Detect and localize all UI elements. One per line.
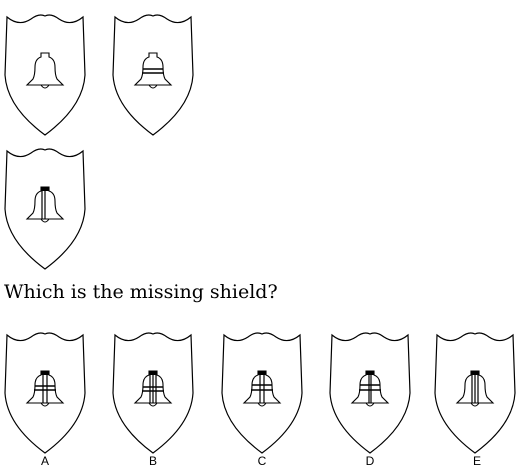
option-label-d[interactable]: D: [365, 454, 375, 468]
option-label-c[interactable]: C: [257, 454, 267, 468]
option-shield-b[interactable]: [112, 330, 194, 456]
sequence-shield-1: [4, 12, 86, 138]
option-label-e[interactable]: E: [472, 454, 481, 468]
option-label-b[interactable]: B: [148, 454, 157, 468]
option-shield-c[interactable]: [221, 330, 303, 456]
sequence-shield-3: [4, 146, 86, 272]
bell-icon: [243, 370, 281, 407]
bell-icon: [134, 52, 172, 89]
option-label-a[interactable]: A: [40, 454, 49, 468]
question-text: Which is the missing shield?: [4, 281, 278, 303]
bell-icon: [456, 370, 494, 407]
bell-icon: [134, 370, 172, 407]
option-shield-e[interactable]: [434, 330, 516, 456]
sequence-shield-2: [112, 12, 194, 138]
option-shield-a[interactable]: [4, 330, 86, 456]
bell-icon: [26, 370, 64, 407]
bell-icon: [26, 186, 64, 223]
option-shield-d[interactable]: [329, 330, 411, 456]
bell-icon: [351, 370, 389, 407]
